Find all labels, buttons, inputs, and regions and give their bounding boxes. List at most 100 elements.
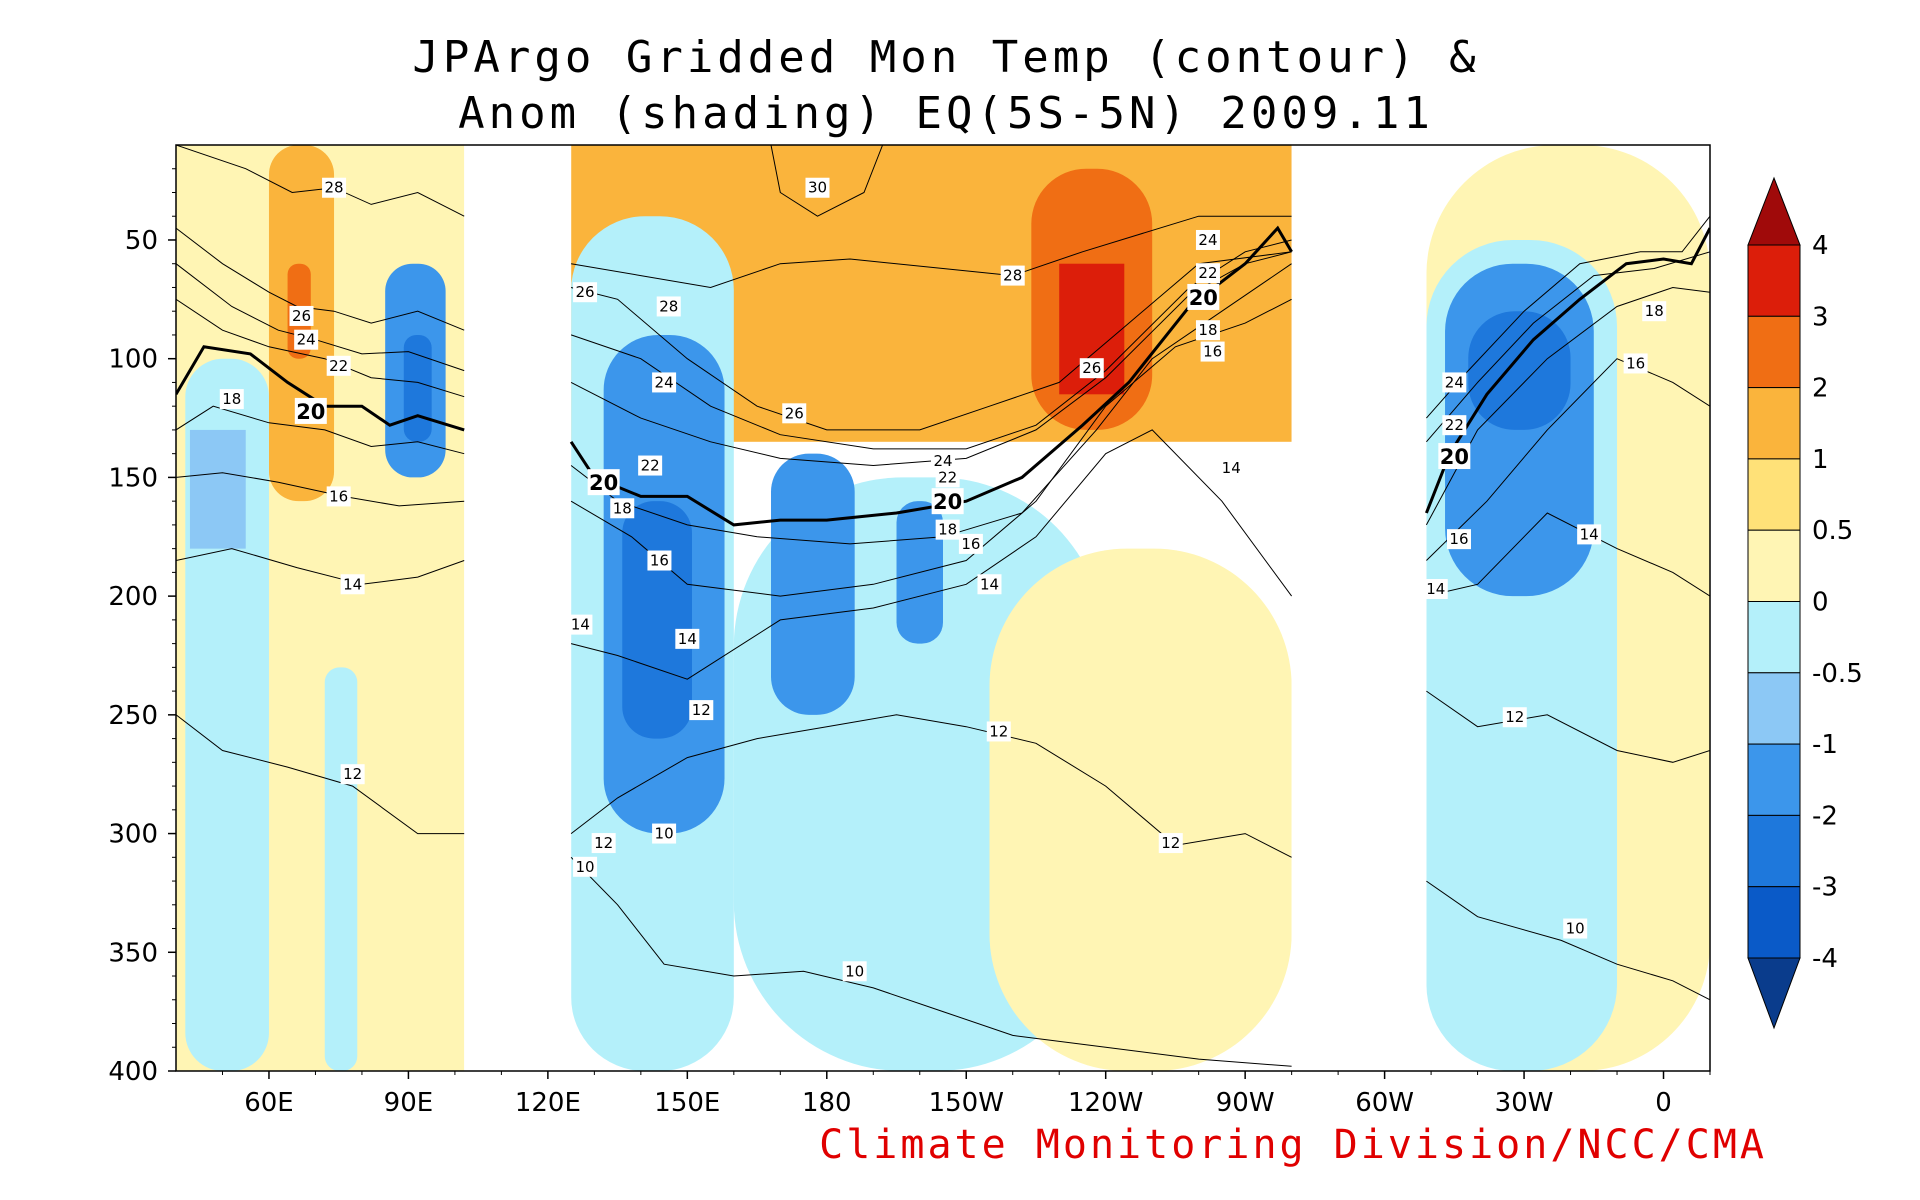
plot-frame [175, 144, 1711, 1072]
contour-label: 12 [989, 722, 1008, 740]
y-tick-label: 150 [108, 463, 158, 493]
contour-label-bg [931, 488, 964, 515]
colorbar-label: -4 [1812, 944, 1838, 974]
contour-label-bg [675, 628, 700, 649]
contour-label-bg [638, 455, 663, 476]
contour-label: 26 [1082, 359, 1101, 377]
colorbar-label: 4 [1812, 231, 1829, 261]
contour-label-bg [958, 533, 983, 554]
contour-label-bg [289, 305, 314, 326]
colorbar-segment [1747, 387, 1801, 460]
contour-label-bg [587, 469, 620, 496]
contour-label-bg [1187, 283, 1220, 310]
contour-label: 14 [1222, 459, 1241, 477]
contour-label-bg [591, 833, 616, 854]
contour-label-bg [656, 296, 681, 317]
contour-label-bg [1219, 457, 1244, 478]
contour-label: 22 [641, 457, 660, 475]
contour-label-bg [1642, 301, 1667, 322]
contour-label-bg [935, 519, 960, 540]
contour-label: 20 [589, 471, 618, 495]
contour-label-bg [573, 856, 598, 877]
contour-label: 24 [1445, 373, 1464, 391]
contour-label-bg [294, 329, 319, 350]
colorbar-label: -1 [1812, 730, 1838, 760]
contour-label: 28 [325, 179, 344, 197]
contour-label: 20 [1189, 286, 1218, 310]
contour-label-bg [1079, 358, 1104, 379]
contour-label: 16 [1626, 354, 1645, 372]
colorbar-segment [1747, 529, 1801, 603]
x-tick-label: 120E [515, 1088, 581, 1118]
contour-label: 16 [329, 487, 348, 505]
contour-label: 12 [343, 765, 362, 783]
contour-label: 24 [933, 452, 952, 470]
contour-label: 10 [655, 825, 674, 843]
contour-label-bg [340, 574, 365, 595]
contour-label-bg [805, 177, 830, 198]
anomaly-region [189, 429, 246, 549]
contour-label-bg [1423, 579, 1448, 600]
contour-label: 26 [576, 283, 595, 301]
contour-label-bg [1000, 265, 1025, 286]
contour-line-12 [176, 714, 465, 835]
contour-label-bg [610, 498, 635, 519]
land-gap [1291, 145, 1427, 1071]
colorbar-segment [1747, 672, 1801, 745]
contour-label-bg [340, 764, 365, 785]
x-tick-label: 0 [1655, 1088, 1672, 1118]
contour-label-bg [322, 177, 347, 198]
anomaly-region [989, 548, 1292, 1071]
anomaly-shading [176, 145, 1710, 1071]
contour-label: 18 [222, 390, 241, 408]
contour-line-14 [570, 429, 1293, 680]
contour-label-bg [326, 486, 351, 507]
colorbar-segment [1747, 814, 1801, 888]
contour-line-26 [570, 251, 1292, 431]
contour-label: 28 [659, 297, 678, 315]
contour-label-bg [652, 372, 677, 393]
contour-line-16 [176, 472, 465, 507]
colorbar-label: -3 [1812, 873, 1838, 903]
x-tick-label: 90W [1216, 1088, 1275, 1118]
contour-line-10 [1426, 880, 1710, 1001]
contour-label-bg [1623, 353, 1648, 374]
y-tick-label: 100 [108, 345, 158, 375]
contour-label: 12 [594, 834, 613, 852]
colorbar-label: 1 [1812, 445, 1829, 475]
contour-line-18 [176, 405, 465, 455]
contour-label-bg [219, 389, 244, 410]
contour-label: 10 [845, 962, 864, 980]
colorbar-label: -2 [1812, 801, 1838, 831]
contour-label: 24 [655, 373, 674, 391]
contour-label-bg [647, 550, 672, 571]
contour-label: 16 [650, 552, 669, 570]
colorbar-segment [1747, 244, 1801, 317]
contour-label: 14 [343, 575, 362, 593]
contour-label-bg [986, 721, 1011, 742]
colorbar-label: 3 [1812, 302, 1829, 332]
contour-label: 18 [613, 499, 632, 517]
contour-label-bg [1577, 524, 1602, 545]
credit-text: Climate Monitoring Division/NCC/CMA [819, 1122, 1767, 1168]
contour-label: 20 [933, 490, 962, 514]
contour-line-30 [770, 145, 884, 217]
chart-title-line-1: JPArgo Gridded Mon Temp (contour) & [412, 32, 1479, 83]
contour-label-bg [652, 823, 677, 844]
anomaly-region [622, 501, 692, 739]
contour-line-26 [176, 227, 465, 331]
contour-label: 16 [1203, 343, 1222, 361]
contour-label-bg [1442, 415, 1467, 436]
land-gap [464, 145, 572, 1071]
contour-label-bg [1158, 833, 1183, 854]
y-tick-label: 50 [125, 226, 158, 256]
contour-label-bg [294, 397, 327, 424]
contour-label: 16 [1449, 530, 1468, 548]
colorbar-segment [1747, 458, 1801, 531]
contour-label-bg [1195, 320, 1220, 341]
x-tick-label: 120W [1068, 1088, 1143, 1118]
contour-label: 22 [1445, 416, 1464, 434]
contour-label-bg [689, 700, 714, 721]
contour-line-14 [176, 548, 465, 585]
colorbar-segment [1747, 601, 1801, 674]
